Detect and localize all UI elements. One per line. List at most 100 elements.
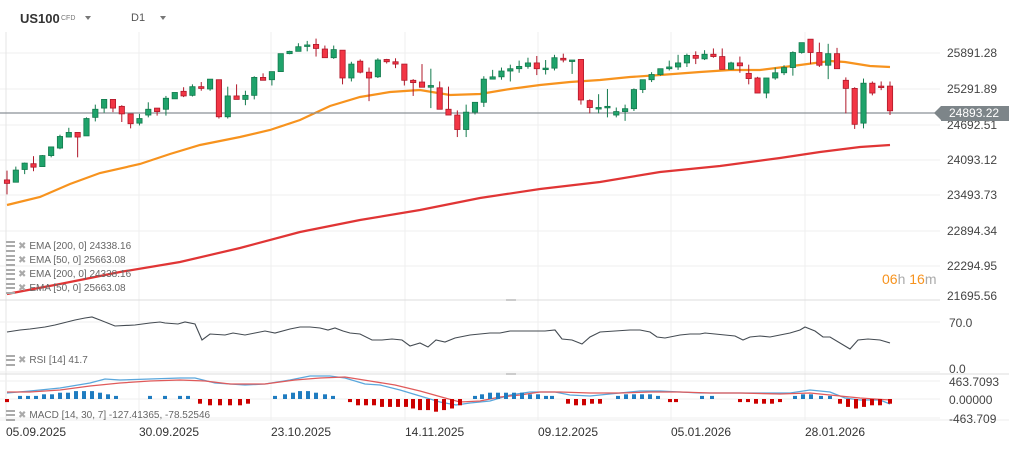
bull-candle [798, 42, 805, 53]
bear-candle [445, 108, 452, 116]
remove-indicator-icon[interactable]: ✖ [18, 283, 27, 295]
bull-candle [524, 62, 532, 67]
bull-candle [83, 118, 90, 137]
macd-histogram-bar [870, 399, 874, 406]
macd-histogram-bar [273, 395, 277, 399]
bear-candle [339, 49, 346, 79]
macd-histogram-bar [26, 395, 30, 399]
macd-histogram-bar [801, 394, 805, 399]
legend-params: [50, 0] [53, 255, 82, 267]
countdown-hours: 06 [882, 271, 898, 287]
macd-histogram-bar [411, 399, 415, 409]
bull-candle [268, 71, 275, 81]
macd-histogram-bar [356, 399, 360, 406]
macd-histogram-bar [5, 399, 9, 403]
bull-candle [471, 101, 479, 113]
timeframe-selector[interactable]: D1 [131, 12, 146, 24]
macd-histogram-bar [762, 399, 766, 404]
bull-candle [639, 79, 646, 90]
bull-candle [498, 70, 505, 78]
macd-histogram-bar [364, 399, 368, 406]
macd-histogram-bar [574, 399, 578, 406]
bear-candle [3, 179, 11, 184]
macd-histogram-bar [710, 395, 714, 399]
bear-candle [736, 62, 743, 67]
bull-candle [489, 76, 496, 80]
macd-axis-label: 0.00000 [949, 393, 993, 407]
settings-menu-icon[interactable] [6, 355, 15, 366]
ema50-line [6, 59, 891, 207]
bull-candle [480, 78, 487, 103]
macd-histogram-bar [298, 391, 302, 399]
legend-name: EMA [29, 269, 51, 281]
bull-candle [463, 111, 470, 130]
macd-histogram-bar [674, 399, 678, 403]
countdown-minutes: 16 [909, 271, 925, 287]
bear-candle [215, 79, 222, 118]
settings-menu-icon[interactable] [6, 269, 15, 280]
bull-candle [171, 92, 178, 100]
bull-candle [39, 155, 46, 167]
macd-histogram-bar [178, 395, 182, 399]
bear-candle [807, 38, 814, 53]
price-axis-label: 24093.12 [947, 153, 998, 167]
bull-candle [330, 49, 337, 59]
bull-candle [92, 108, 99, 118]
bull-candle [701, 53, 708, 60]
bull-candle [542, 67, 549, 71]
symbol-selector[interactable]: US100 [20, 11, 60, 26]
macd-histogram-bar [566, 399, 570, 404]
pane-resize-handle[interactable] [506, 299, 516, 301]
bull-candle [507, 68, 514, 72]
legend-params: [200, 0] [53, 241, 87, 253]
remove-indicator-icon[interactable]: ✖ [18, 255, 27, 267]
remove-indicator-icon[interactable]: ✖ [18, 355, 27, 367]
bull-candle [604, 105, 611, 109]
macd-histogram-bar [74, 391, 78, 399]
macd-histogram-bar [616, 395, 620, 399]
bull-candle [286, 50, 293, 55]
bear-candle [109, 99, 117, 109]
bear-candle [745, 72, 752, 79]
legend-name: MACD [29, 410, 59, 422]
settings-menu-icon[interactable] [6, 241, 15, 252]
macd-histogram-bar [50, 394, 54, 399]
bear-candle [357, 60, 364, 73]
bear-candle [886, 85, 894, 112]
symbol-dropdown-chevron-icon[interactable] [85, 16, 91, 20]
macd-histogram-bar [888, 399, 892, 404]
bull-candle [763, 77, 770, 94]
macd-histogram-bar [388, 399, 392, 407]
pane-resize-handle[interactable] [506, 373, 516, 375]
macd-histogram-bar [42, 394, 46, 399]
bull-candle [772, 72, 779, 79]
rsi-axis-label: 0.0 [949, 362, 966, 376]
legend-value: 25663.08 [83, 283, 126, 295]
macd-histogram-bar [488, 392, 492, 399]
bull-candle [21, 162, 28, 170]
legend-params: [14, 30, 7] [61, 410, 107, 422]
ema200-line [6, 143, 891, 296]
remove-indicator-icon[interactable]: ✖ [18, 410, 27, 422]
settings-menu-icon[interactable] [6, 283, 15, 294]
legend-params: [200, 0] [53, 269, 87, 281]
bear-candle [233, 95, 240, 100]
macd-histogram-bar [819, 395, 823, 399]
bear-candle [410, 79, 417, 84]
remove-indicator-icon[interactable]: ✖ [18, 241, 27, 253]
bear-candle [180, 90, 187, 97]
timeframe-dropdown-chevron-icon[interactable] [160, 16, 166, 20]
macd-histogram-bar [582, 399, 586, 406]
rsi-axis-label: 70.0 [949, 316, 973, 330]
bull-candle [162, 97, 169, 110]
bull-candle [277, 53, 284, 73]
bull-candle [728, 62, 735, 70]
settings-menu-icon[interactable] [6, 255, 15, 266]
bull-candle [569, 59, 576, 62]
macd-histogram-bar [590, 399, 594, 404]
macd-histogram-bar [640, 394, 644, 399]
price-axis-label: 22894.34 [947, 224, 998, 238]
settings-menu-icon[interactable] [6, 410, 15, 421]
remove-indicator-icon[interactable]: ✖ [18, 269, 27, 281]
